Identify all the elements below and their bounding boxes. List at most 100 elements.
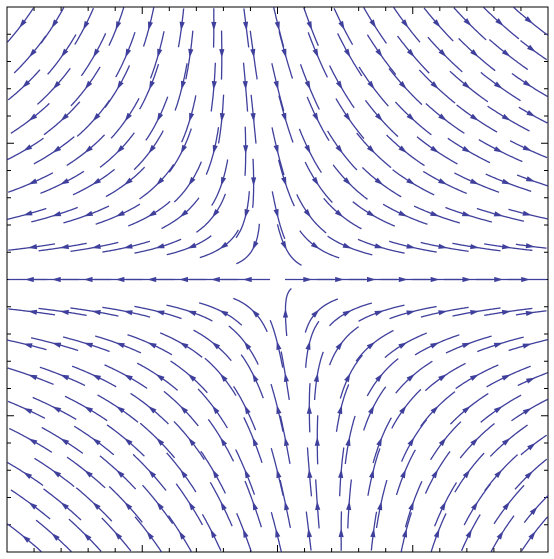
arrowhead: [524, 470, 534, 479]
arrowhead: [335, 144, 343, 154]
arrowhead: [366, 276, 376, 283]
arrowhead: [438, 243, 448, 249]
arrowhead: [83, 532, 92, 541]
streamline: [433, 482, 458, 527]
streamline: [130, 392, 169, 425]
streamline: [344, 415, 356, 465]
arrowhead: [470, 49, 479, 58]
arrowhead: [303, 209, 312, 218]
arrowhead: [243, 145, 249, 155]
arrowhead: [156, 177, 165, 186]
streamline: [13, 35, 47, 74]
arrowhead: [250, 112, 256, 123]
streamline: [271, 191, 286, 240]
arrowhead: [276, 404, 282, 415]
streamline: [382, 203, 428, 225]
arrowhead: [528, 530, 536, 540]
arrowhead: [311, 309, 320, 318]
arrowhead: [433, 528, 440, 538]
arrowhead: [335, 80, 343, 90]
streamline: [193, 329, 232, 362]
arrowhead: [212, 469, 220, 479]
arrowhead: [284, 436, 290, 447]
streamline: [43, 101, 81, 136]
streamline: [298, 128, 322, 173]
arrowhead: [52, 470, 62, 478]
arrowhead: [470, 309, 480, 316]
arrowhead: [92, 501, 101, 510]
streamline: [489, 424, 528, 457]
arrowhead: [522, 210, 532, 216]
arrowhead: [306, 21, 313, 31]
arrowhead: [27, 244, 38, 250]
streamline: [332, 164, 368, 200]
arrowhead: [312, 112, 319, 122]
streamline: [70, 66, 101, 107]
streamline: [95, 203, 141, 225]
streamline: [386, 134, 425, 167]
arrowhead: [91, 309, 101, 316]
arrowhead: [367, 405, 375, 415]
streamline: [335, 98, 365, 140]
arrowhead: [243, 341, 252, 350]
arrowhead: [431, 469, 439, 479]
arrowhead: [342, 242, 352, 249]
arrowhead: [470, 437, 479, 446]
arrowhead: [369, 19, 377, 29]
arrowhead: [432, 19, 441, 28]
arrowhead: [342, 310, 352, 317]
arrowhead: [430, 405, 439, 414]
arrowhead: [461, 211, 472, 217]
arrowhead: [124, 501, 133, 511]
arrowhead: [148, 469, 157, 479]
arrowhead: [219, 373, 228, 382]
streamline: [134, 305, 182, 320]
streamline: [391, 388, 422, 429]
arrowhead: [470, 243, 480, 250]
arrowhead: [284, 500, 290, 511]
arrowhead: [406, 113, 415, 122]
arrowhead: [84, 469, 93, 478]
streamline: [233, 297, 268, 333]
arrowhead: [439, 501, 446, 511]
arrowhead: [343, 177, 352, 186]
arrowhead: [276, 468, 282, 479]
arrowhead: [465, 528, 473, 539]
streamline: [313, 351, 324, 401]
arrowhead: [212, 405, 220, 415]
arrowhead: [212, 144, 218, 155]
arrowhead: [345, 436, 351, 447]
streamline: [240, 354, 264, 399]
arrowhead: [21, 80, 31, 89]
arrowhead: [115, 406, 125, 414]
streamline: [66, 134, 106, 167]
arrowhead: [375, 373, 383, 382]
arrowhead: [60, 438, 70, 446]
streamline: [413, 205, 460, 224]
arrowhead: [114, 531, 123, 540]
streamline: [128, 200, 171, 227]
arrowhead: [314, 436, 320, 446]
arrowhead: [494, 469, 503, 479]
streamline: [95, 335, 142, 354]
streamline: [139, 164, 175, 200]
streamline: [161, 197, 200, 230]
arrowhead: [147, 342, 157, 349]
streamline: [367, 448, 381, 496]
arrowhead: [469, 374, 480, 381]
arrowhead: [147, 276, 157, 283]
arrowhead: [430, 276, 440, 283]
arrowhead: [398, 342, 408, 349]
arrowhead: [398, 210, 408, 217]
streamline: [352, 201, 396, 227]
arrowhead: [273, 80, 279, 91]
arrowhead: [124, 112, 132, 122]
arrowhead: [250, 48, 256, 59]
arrowhead: [369, 468, 375, 479]
streamline: [211, 159, 229, 206]
arrowhead: [343, 48, 351, 58]
arrowhead: [91, 374, 102, 381]
arrowhead: [493, 146, 503, 153]
arrowhead: [252, 372, 259, 383]
arrowhead: [462, 276, 472, 283]
